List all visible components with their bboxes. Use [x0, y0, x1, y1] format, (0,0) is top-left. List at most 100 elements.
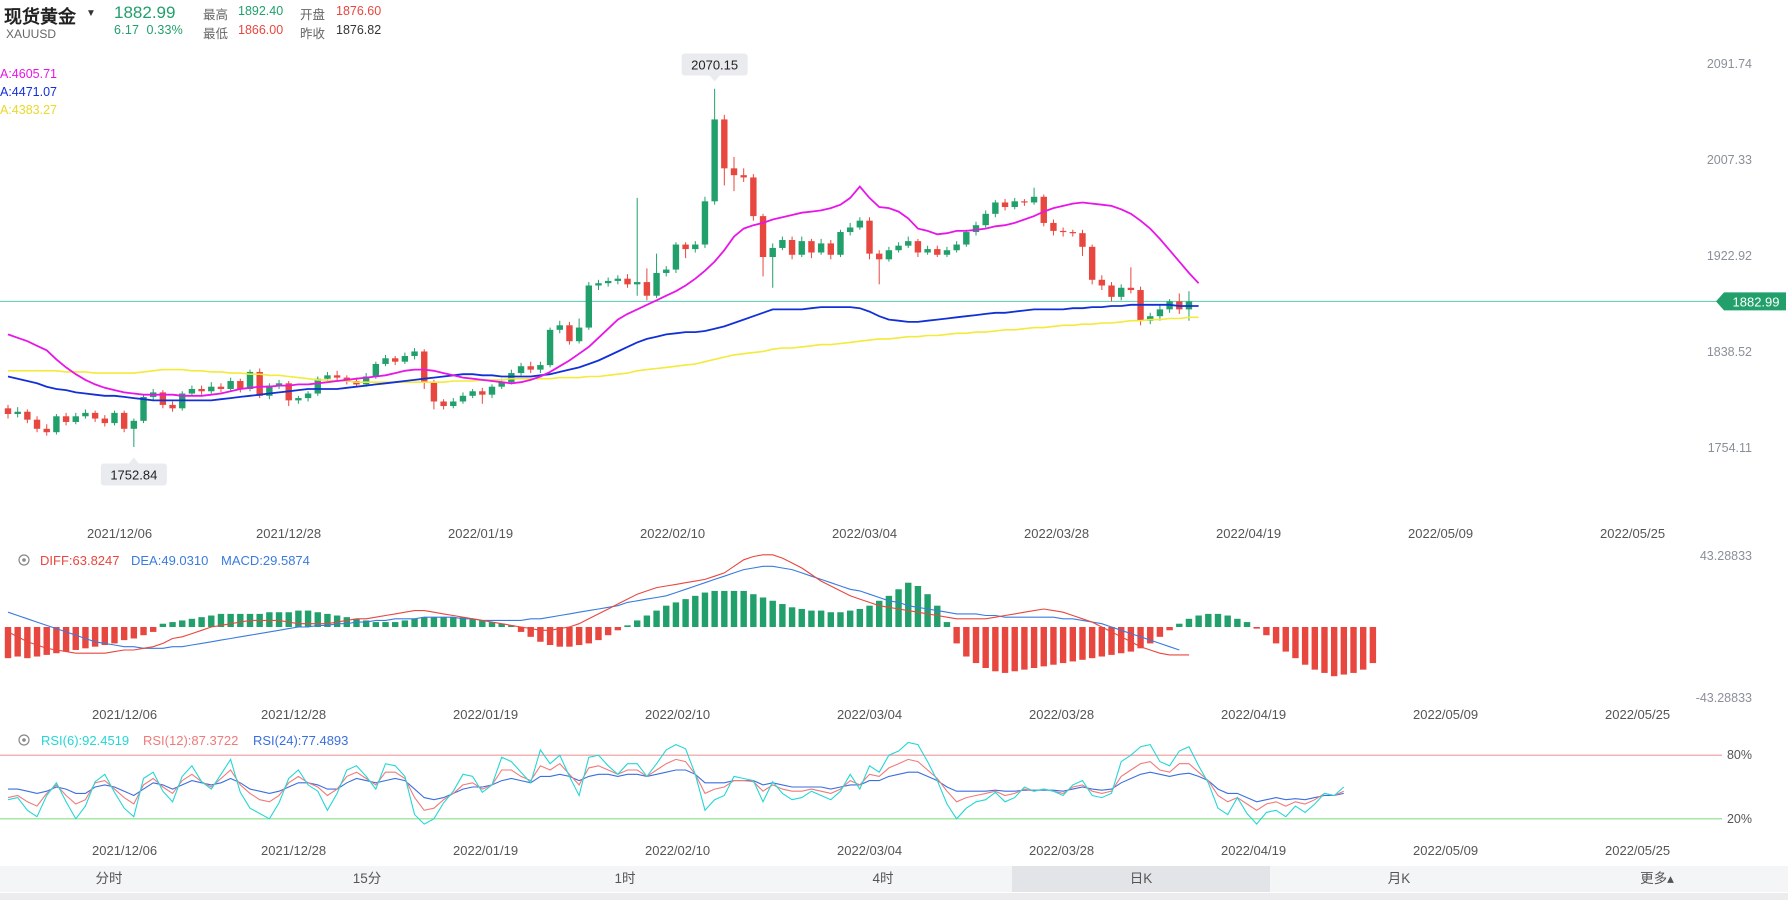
date-axis-tick: 2021/12/06: [87, 526, 152, 541]
macd-bar: [343, 617, 350, 627]
macd-bar: [1253, 627, 1260, 629]
macd-bar: [198, 617, 205, 627]
macd-bar: [469, 618, 476, 627]
date-axis-tick: 2022/01/19: [448, 526, 513, 541]
candle-body: [159, 392, 167, 405]
macd-axis-tick: 43.28833: [1700, 549, 1752, 563]
rsi12-line: [7, 758, 1345, 811]
macd-bar: [1079, 627, 1086, 660]
candle-body: [943, 250, 951, 255]
candle-body: [692, 244, 699, 250]
candle-body: [827, 243, 834, 255]
macd-bar: [1050, 627, 1057, 665]
macd-bar: [411, 618, 418, 627]
macd-bar: [237, 613, 244, 627]
tab-1h[interactable]: 1时: [614, 871, 636, 886]
candle-body: [498, 382, 505, 387]
macd-bar: [120, 627, 128, 641]
tab-timeshare[interactable]: 分时: [95, 871, 123, 886]
macd-settings-icon: [18, 554, 30, 566]
candle-body: [479, 391, 486, 395]
macd-bar: [324, 613, 331, 627]
change-percent: 0.33%: [146, 23, 183, 37]
rsi-date-tick: 2021/12/28: [261, 843, 326, 858]
candle-body: [624, 278, 631, 285]
macd-bar: [730, 590, 738, 627]
candle-body: [672, 244, 680, 270]
macd-bar: [208, 615, 215, 627]
price-axis-tick: 1754.11: [1708, 441, 1752, 455]
rsi-date-tick: 2022/03/04: [837, 843, 902, 858]
candle-body: [188, 388, 196, 394]
candle-body: [14, 411, 21, 415]
candle-body: [905, 241, 912, 246]
tab-4h[interactable]: 4时: [872, 871, 894, 886]
candle-body: [643, 282, 651, 296]
tab-15min[interactable]: 15分: [352, 871, 382, 886]
dropdown-caret-icon[interactable]: ▼: [86, 8, 96, 19]
candle-body: [53, 416, 60, 433]
tab-more[interactable]: 更多▴: [1640, 871, 1674, 886]
candle-body: [653, 272, 660, 296]
candle-body: [788, 239, 796, 255]
macd-bar: [1340, 627, 1348, 675]
macd-bar: [817, 610, 825, 627]
rsi24-line: [8, 769, 1344, 803]
candle-body: [421, 351, 428, 383]
macd-bar: [924, 594, 931, 627]
candle-body: [140, 396, 147, 421]
macd-bar: [711, 590, 718, 627]
candle-body: [275, 383, 283, 386]
macd-bar: [759, 597, 767, 627]
macd-axis-tick: -43.28833: [1696, 691, 1752, 705]
candle-body: [740, 175, 747, 178]
macd-bar: [188, 618, 196, 627]
macd-bar: [1311, 627, 1318, 670]
prev-close-label: 昨收: [300, 27, 326, 41]
macd-bar: [866, 605, 873, 627]
candle-body: [1147, 316, 1154, 321]
macd-bar: [1185, 618, 1193, 627]
candle-body: [1011, 201, 1018, 208]
candle-body: [62, 416, 70, 422]
macd-bar: [1059, 627, 1067, 664]
macd-bar: [934, 605, 941, 627]
macd-bar: [488, 622, 496, 627]
candle-body: [469, 391, 476, 396]
macd-bar: [808, 610, 815, 627]
macd-date-tick: 2022/02/10: [645, 707, 710, 722]
rsi-date-tick: 2022/04/19: [1221, 843, 1286, 858]
macd-bar: [392, 622, 399, 627]
tab-daily[interactable]: 日K: [1012, 866, 1270, 892]
macd-bar: [1224, 615, 1231, 627]
macd-bar: [1098, 627, 1106, 657]
candle-body: [837, 232, 844, 255]
rsi-date-tick: 2022/03/28: [1029, 843, 1094, 858]
price-change: 6.17 0.33%: [114, 23, 183, 37]
macd-bar: [721, 590, 728, 627]
kline-panel: 2091.74 2007.33 1922.92 1838.52 1754.11 2021/…: [0, 53, 1752, 541]
macd-bar: [672, 602, 680, 627]
candle-body: [566, 325, 573, 342]
macd-bar: [963, 627, 970, 657]
candle-body: [459, 395, 467, 402]
candle-body: [769, 247, 776, 258]
rsi-legend-6: RSI(6):92.4519: [41, 733, 129, 748]
macd-bar: [663, 605, 670, 627]
candle-body: [934, 249, 941, 255]
macd-legend-macd: MACD:29.5874: [221, 553, 310, 568]
candle-body: [963, 232, 970, 245]
candle-body: [924, 249, 931, 253]
macd-bar: [1166, 627, 1173, 631]
candle-body: [982, 213, 989, 226]
macd-date-tick: 2021/12/06: [92, 707, 157, 722]
macd-date-tick: 2022/03/28: [1029, 707, 1094, 722]
tab-monthly[interactable]: 月K: [1387, 871, 1411, 886]
instrument-title[interactable]: 现货黄金: [4, 7, 76, 27]
candle-body: [817, 243, 825, 253]
candle-body: [634, 282, 641, 285]
low-label: 最低: [203, 27, 229, 41]
macd-bar: [546, 627, 554, 646]
macd-bar: [498, 623, 505, 627]
